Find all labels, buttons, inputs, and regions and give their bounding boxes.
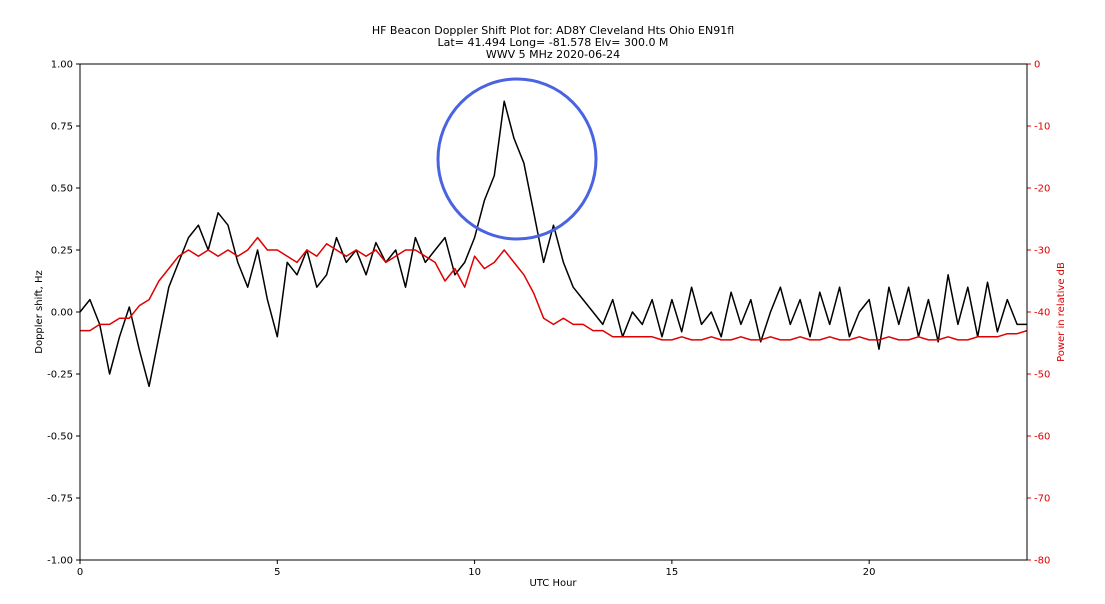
data-line: [79, 100, 1027, 388]
annotation-circle: [436, 77, 598, 241]
y-tick-label: 0.25: [51, 246, 73, 257]
y2-axis-label: Power in relative dB: [1056, 262, 1067, 362]
y2-tick-label: -30: [1034, 246, 1050, 257]
x-tick-label: 0: [77, 567, 83, 578]
y-tick-label: 0.50: [51, 184, 73, 195]
y-axis-label: Doppler shift, Hz: [34, 270, 45, 353]
y2-tick-label: -70: [1034, 494, 1050, 505]
chart-subtitle: WWV 5 MHz 2020-06-24: [486, 48, 620, 61]
y2-tick-label: -80: [1034, 556, 1050, 567]
x-tick-label: 20: [863, 567, 876, 578]
y-tick-label: -0.50: [47, 432, 73, 443]
y2-tick-label: 0: [1034, 60, 1040, 71]
x-axis-label: UTC Hour: [529, 578, 577, 589]
y2-tick-label: -40: [1034, 308, 1050, 319]
y-tick-label: 0.75: [51, 122, 73, 133]
y2-tick-label: -20: [1034, 184, 1050, 195]
y2-tick-label: -10: [1034, 122, 1050, 133]
y-tick-label: -0.75: [47, 494, 73, 505]
y-tick-label: -1.00: [47, 556, 73, 567]
y2-tick-label: -50: [1034, 370, 1050, 381]
y-tick-label: 0.00: [51, 308, 73, 319]
x-tick-label: 5: [274, 567, 280, 578]
y-tick-label: 1.00: [51, 60, 73, 71]
chart-subtitle: Lat= 41.494 Long= -81.578 Elv= 300.0 M: [438, 36, 669, 49]
x-tick-label: 15: [666, 567, 679, 578]
y-tick-label: -0.25: [47, 370, 73, 381]
y2-tick-label: -60: [1034, 432, 1050, 443]
chart-title: HF Beacon Doppler Shift Plot for: AD8Y C…: [372, 24, 734, 37]
data-line: [80, 236, 1028, 341]
plot-frame: [79, 63, 1028, 561]
x-tick-label: 10: [468, 567, 481, 578]
